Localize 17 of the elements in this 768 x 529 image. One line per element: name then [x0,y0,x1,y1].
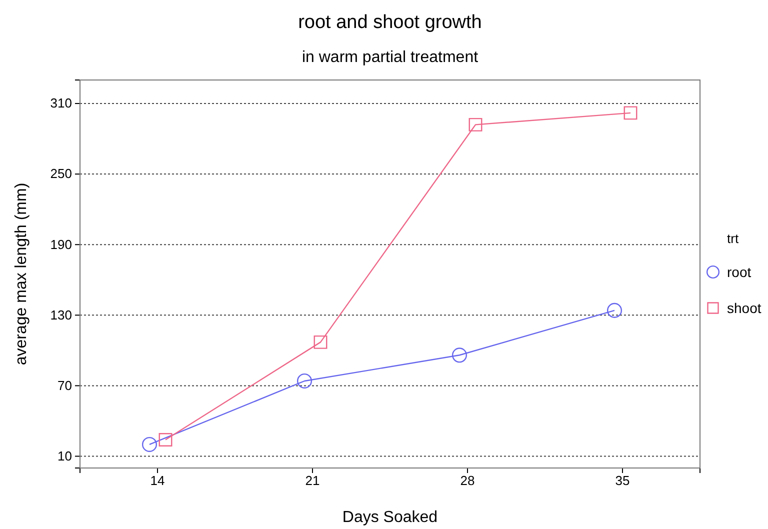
x-axis-title: Days Soaked [342,509,438,526]
legend-label: root [727,264,752,280]
x-tick-label: 35 [615,473,630,488]
chart-title: root and shoot growth [298,12,482,33]
y-tick-label: 250 [50,166,72,182]
y-tick-label: 70 [58,378,72,393]
x-tick-label: 14 [150,473,165,488]
y-tick-label: 10 [58,448,72,464]
y-tick-label: 310 [50,96,72,111]
y-tick-label: 190 [50,236,72,252]
legend-label: shoot [727,300,762,316]
legend-title: trt [727,231,739,246]
y-tick-label: 130 [50,307,72,322]
chart-subtitle: in warm partial treatment [302,49,479,66]
x-tick-label: 28 [460,473,475,488]
x-tick-label: 21 [305,473,320,488]
y-axis-title: average max length (mm) [13,182,30,366]
